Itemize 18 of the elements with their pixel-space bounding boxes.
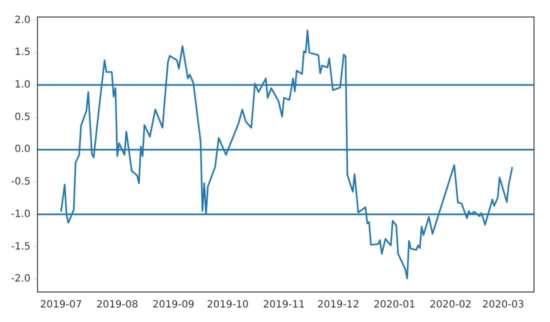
y-tick-label: 1.5 [14, 47, 31, 58]
x-tick-label: 2020-01 [374, 300, 416, 311]
x-tick-label: 2020-03 [482, 300, 524, 311]
x-tick-label: 2019-12 [317, 300, 360, 311]
y-tick-label: -0.5 [10, 176, 31, 188]
y-tick-label: -1.0 [10, 208, 31, 220]
x-tick-label: 2019-09 [152, 300, 194, 311]
y-tick-label: -1.5 [10, 241, 31, 252]
y-tick-label: -2.0 [10, 274, 31, 285]
x-tick-label: 2019-11 [263, 300, 305, 311]
y-tick-label: 2.0 [14, 14, 31, 26]
y-tick-label: 1.0 [14, 80, 31, 91]
y-tick-label: 0.5 [14, 112, 31, 123]
x-tick-label: 2020-02 [430, 300, 472, 311]
y-tick-label: 0.0 [14, 144, 31, 156]
x-tick-label: 2019-07 [40, 300, 82, 311]
x-tick-label: 2019-08 [96, 300, 138, 311]
x-tick-label: 2019-10 [206, 300, 249, 311]
